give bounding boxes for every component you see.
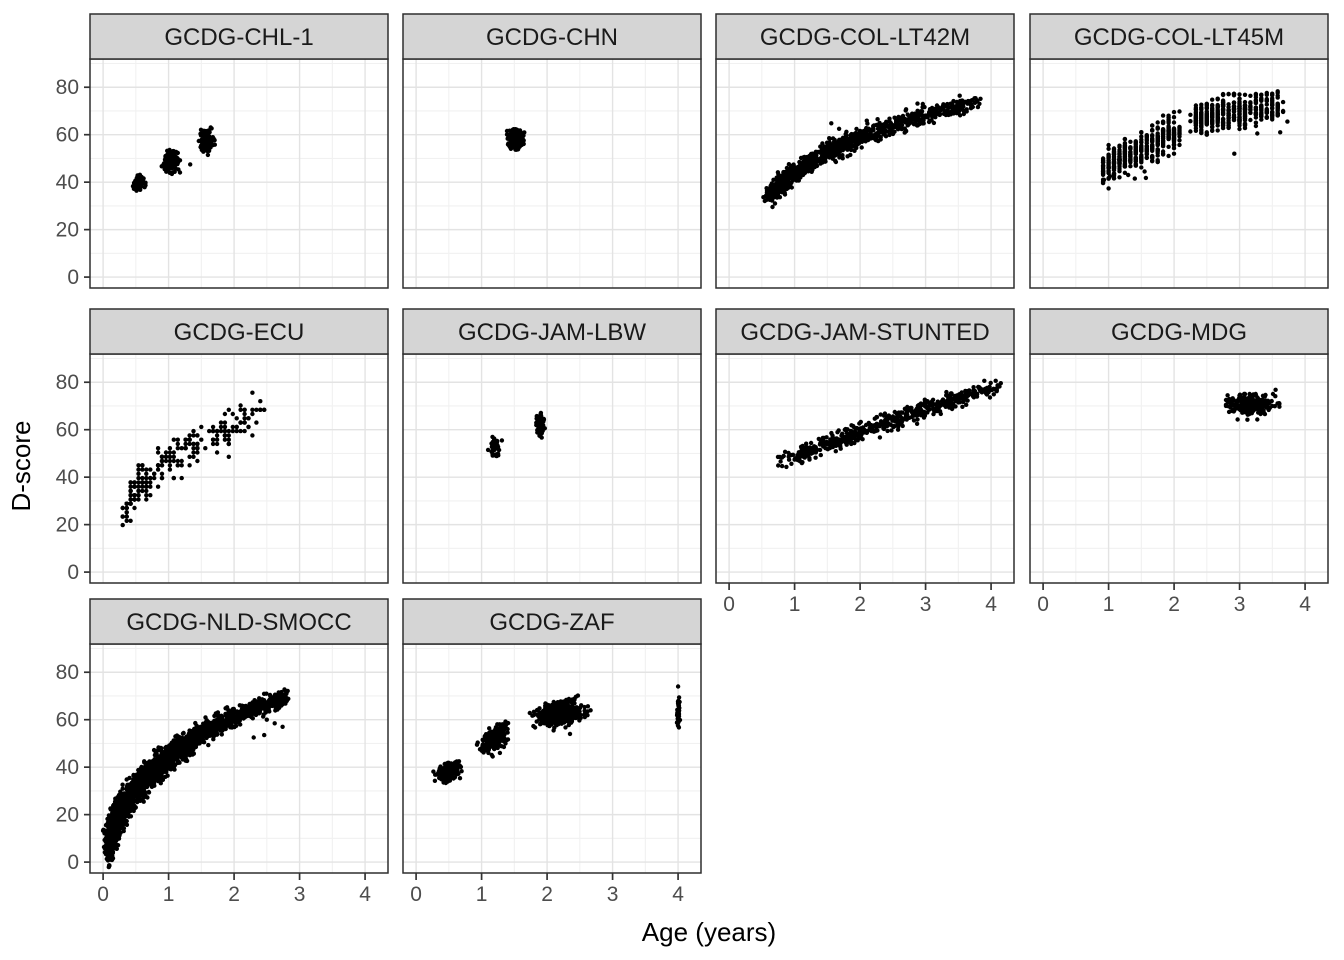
y-axis-ticks: 0 20 40 60 80 bbox=[56, 661, 90, 874]
scatter-points bbox=[1100, 89, 1290, 191]
facet-gcdg-jam-stunted: GCDG-JAM-STUNTED 0 1 2 3 4 bbox=[715, 308, 1015, 616]
y-tick-label: 80 bbox=[56, 371, 79, 394]
x-tick-label: 4 bbox=[672, 883, 684, 906]
facet-strip bbox=[402, 598, 702, 645]
scatter-points bbox=[120, 390, 267, 528]
y-tick-label: 0 bbox=[67, 266, 79, 289]
facet-strip bbox=[89, 13, 389, 60]
facet-strip bbox=[89, 308, 389, 355]
scatter-points bbox=[761, 93, 983, 210]
y-axis-title: D-score bbox=[6, 420, 36, 511]
facet-strip-label: GCDG-NLD-SMOCC bbox=[126, 609, 351, 636]
y-tick-label: 0 bbox=[67, 851, 79, 874]
facet-strip-label: GCDG-CHN bbox=[486, 24, 618, 51]
scatter-points bbox=[130, 125, 217, 193]
x-axis-ticks: 0 1 2 3 4 bbox=[97, 873, 371, 906]
x-tick-label: 1 bbox=[476, 883, 488, 906]
x-tick-label: 4 bbox=[1299, 593, 1311, 616]
x-tick-label: 4 bbox=[359, 883, 371, 906]
facet-gcdg-jam-lbw: GCDG-JAM-LBW bbox=[402, 308, 702, 584]
facet-strip-label: GCDG-COL-LT45M bbox=[1074, 24, 1284, 51]
facet-strip bbox=[715, 308, 1015, 355]
panel-gridlines bbox=[403, 354, 701, 583]
x-tick-label: 2 bbox=[541, 883, 553, 906]
scatter-points bbox=[485, 410, 547, 459]
x-tick-label: 3 bbox=[1234, 593, 1246, 616]
x-tick-label: 1 bbox=[163, 883, 175, 906]
facet-gcdg-nld-smocc: GCDG-NLD-SMOCC 0 20 40 60 80 0 1 2 3 4 bbox=[56, 598, 389, 906]
x-tick-label: 0 bbox=[410, 883, 422, 906]
facet-gcdg-zaf: GCDG-ZAF 0 1 2 3 4 bbox=[402, 598, 702, 906]
facet-gcdg-chl-1: GCDG-CHL-1 0 20 40 60 80 bbox=[56, 13, 389, 289]
panel-background bbox=[90, 644, 388, 873]
scatter-points bbox=[100, 687, 291, 870]
scatter-points bbox=[431, 684, 683, 786]
x-tick-label: 0 bbox=[97, 883, 109, 906]
facet-strip bbox=[402, 308, 702, 355]
x-tick-label: 2 bbox=[228, 883, 240, 906]
x-tick-label: 0 bbox=[1037, 593, 1049, 616]
facet-strip-label: GCDG-COL-LT42M bbox=[760, 24, 970, 51]
facet-gcdg-ecu: GCDG-ECU 0 20 40 60 80 bbox=[56, 308, 389, 584]
y-tick-label: 80 bbox=[56, 661, 79, 684]
facet-strip bbox=[1029, 308, 1329, 355]
x-axis-ticks: 0 1 2 3 4 bbox=[723, 583, 997, 616]
facet-strip-label: GCDG-JAM-STUNTED bbox=[740, 319, 989, 346]
x-tick-label: 4 bbox=[985, 593, 997, 616]
facet-strip-label: GCDG-CHL-1 bbox=[164, 24, 313, 51]
scatter-points bbox=[775, 378, 1003, 470]
facet-strip bbox=[402, 13, 702, 60]
y-tick-label: 0 bbox=[67, 561, 79, 584]
x-tick-label: 2 bbox=[1168, 593, 1180, 616]
x-axis-title: Age (years) bbox=[642, 917, 776, 947]
panel-background bbox=[1030, 354, 1328, 583]
y-tick-label: 80 bbox=[56, 76, 79, 99]
y-tick-label: 20 bbox=[56, 219, 79, 242]
facet-strip bbox=[715, 13, 1015, 60]
y-tick-label: 60 bbox=[56, 419, 79, 442]
y-tick-label: 60 bbox=[56, 709, 79, 732]
y-axis-ticks: 0 20 40 60 80 bbox=[56, 371, 90, 584]
x-tick-label: 3 bbox=[294, 883, 306, 906]
y-tick-label: 20 bbox=[56, 514, 79, 537]
panel-background bbox=[403, 59, 701, 288]
x-tick-label: 1 bbox=[789, 593, 801, 616]
facet-strip-label: GCDG-ZAF bbox=[489, 609, 614, 636]
x-tick-label: 3 bbox=[920, 593, 932, 616]
panel-gridlines bbox=[403, 59, 701, 288]
x-axis-ticks: 0 1 2 3 4 bbox=[1037, 583, 1311, 616]
y-tick-label: 60 bbox=[56, 124, 79, 147]
facet-strip bbox=[1029, 13, 1329, 60]
scatter-points bbox=[1223, 387, 1282, 422]
y-tick-label: 20 bbox=[56, 804, 79, 827]
x-axis-ticks: 0 1 2 3 4 bbox=[410, 873, 684, 906]
y-tick-label: 40 bbox=[56, 756, 79, 779]
y-tick-label: 40 bbox=[56, 171, 79, 194]
facet-gcdg-chn: GCDG-CHN bbox=[402, 13, 702, 289]
facet-strip-label: GCDG-JAM-LBW bbox=[458, 319, 646, 346]
x-tick-label: 2 bbox=[854, 593, 866, 616]
panel-background bbox=[403, 354, 701, 583]
facet-strip-label: GCDG-MDG bbox=[1111, 319, 1247, 346]
panel-background bbox=[403, 644, 701, 873]
y-tick-label: 40 bbox=[56, 466, 79, 489]
panel-background bbox=[716, 59, 1014, 288]
y-axis-ticks: 0 20 40 60 80 bbox=[56, 76, 90, 289]
facet-strip bbox=[89, 598, 389, 645]
facet-strip-label: GCDG-ECU bbox=[174, 319, 305, 346]
x-tick-label: 0 bbox=[723, 593, 735, 616]
facet-gcdg-col-lt45m: GCDG-COL-LT45M bbox=[1029, 13, 1329, 289]
facet-gcdg-col-lt42m: GCDG-COL-LT42M bbox=[715, 13, 1015, 289]
scatter-points bbox=[504, 127, 527, 152]
x-tick-label: 3 bbox=[607, 883, 619, 906]
facet-gcdg-mdg: GCDG-MDG 0 1 2 3 4 bbox=[1029, 308, 1329, 616]
x-tick-label: 1 bbox=[1103, 593, 1115, 616]
